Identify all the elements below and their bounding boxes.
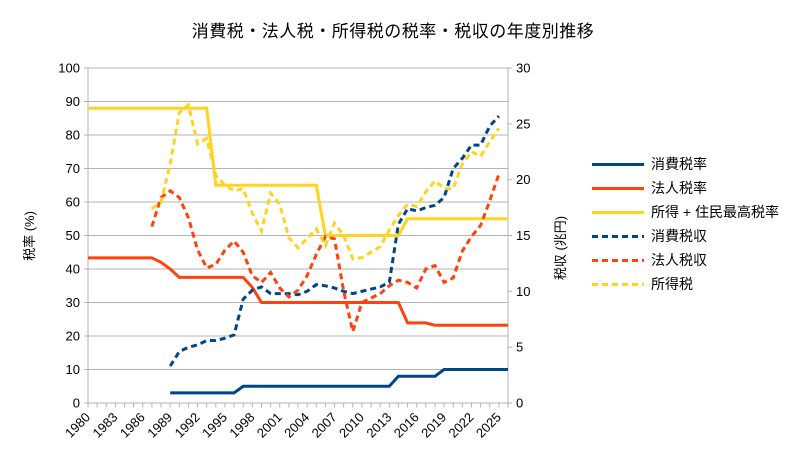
y-left-tick-label: 80: [66, 128, 80, 143]
y-left-tick-label: 70: [66, 161, 80, 176]
legend-item-income-tax-revenue: 所得税: [592, 272, 779, 296]
legend-marker-income-resident-max-rate-solid-line: [592, 210, 644, 214]
legend-item-consumption-tax-rate: 消費税率: [592, 152, 779, 176]
legend-item-income-resident-max-rate: 所得 + 住民最高税率: [592, 200, 779, 224]
legend-label: 消費税収: [651, 228, 707, 244]
x-tick-label: 1983: [89, 410, 120, 441]
x-tick-label: 2022: [446, 410, 477, 441]
y-left-tick-label: 40: [66, 262, 80, 277]
y-left-tick-label: 100: [58, 61, 80, 76]
legend-label: 消費税率: [651, 156, 707, 172]
y-left-tick-label: 0: [73, 396, 80, 411]
y-right-tick-label: 0: [516, 396, 523, 411]
y-right-tick-label: 10: [516, 284, 530, 299]
y-right-tick-label: 15: [516, 228, 530, 243]
y-right-tick-label: 25: [516, 116, 530, 131]
legend: 消費税率法人税率所得 + 住民最高税率 消費税収法人税収所得税: [592, 152, 779, 296]
legend-label: 所得 + 住民最高税率: [651, 204, 779, 220]
x-tick-label: 1998: [226, 410, 257, 441]
series-line-income-resident-max-rate: [88, 106, 508, 237]
x-tick-label: 2004: [281, 410, 312, 441]
series-line-consumption-tax-rate: [170, 368, 508, 395]
x-tick-label: 1992: [172, 410, 203, 441]
legend-marker-income-tax-revenue-dashed-line: [592, 282, 644, 286]
x-tick-label: 2025: [473, 410, 504, 441]
series-line-income-tax-revenue: [151, 102, 501, 261]
x-tick-label: 2019: [418, 410, 449, 441]
legend-marker-consumption-tax-revenue-dashed-line: [592, 234, 644, 238]
legend-item-corporate-tax-rate: 法人税率: [592, 176, 779, 200]
x-tick-label: 2007: [309, 410, 340, 441]
y-right-tick-label: 20: [516, 172, 530, 187]
x-tick-label: 1989: [144, 410, 175, 441]
legend-item-corporate-tax-revenue: 法人税収: [592, 248, 779, 272]
legend-item-consumption-tax-revenue: 消費税収: [592, 224, 779, 248]
x-tick-label: 1980: [62, 410, 93, 441]
y-left-tick-label: 50: [66, 228, 80, 243]
legend-label: 法人税収: [651, 252, 707, 268]
series-line-consumption-tax-revenue: [168, 114, 501, 367]
x-tick-label: 1995: [199, 410, 230, 441]
y-right-tick-label: 30: [516, 61, 530, 76]
legend-label: 法人税率: [651, 180, 707, 196]
legend-marker-corporate-tax-rate-solid-line: [592, 186, 644, 190]
x-tick-label: 1986: [117, 410, 148, 441]
y-left-tick-label: 60: [66, 195, 80, 210]
x-tick-label: 2013: [363, 410, 394, 441]
legend-marker-corporate-tax-revenue-dashed-line: [592, 258, 644, 262]
chart-title: 消費税・法人税・所得税の税率・税収の年度別推移: [191, 22, 595, 41]
y-left-tick-label: 90: [66, 94, 80, 109]
legend-label: 所得税: [651, 276, 693, 292]
series-line-corporate-tax-revenue: [150, 173, 501, 338]
y-left-tick-label: 10: [66, 362, 80, 377]
y-right-tick-label: 5: [516, 340, 523, 355]
y-left-tick-label: 20: [66, 329, 80, 344]
x-tick-label: 2001: [254, 410, 285, 441]
legend-marker-consumption-tax-rate-solid-line: [592, 162, 644, 166]
series-line-corporate-tax-rate: [88, 256, 508, 327]
x-tick-label: 2016: [391, 410, 422, 441]
x-tick-label: 2010: [336, 410, 367, 441]
y-left-tick-label: 30: [66, 295, 80, 310]
